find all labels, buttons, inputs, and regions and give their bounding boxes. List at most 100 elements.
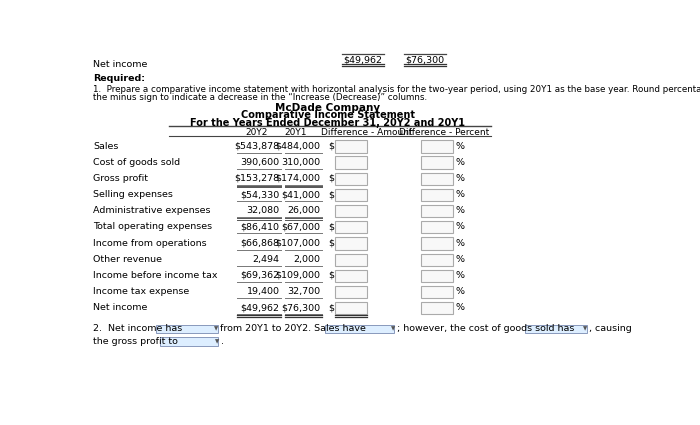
Text: Income before income tax: Income before income tax	[93, 271, 218, 280]
Text: Net income: Net income	[93, 60, 147, 69]
Text: Cost of goods sold: Cost of goods sold	[93, 158, 180, 167]
Text: Administrative expenses: Administrative expenses	[93, 206, 211, 215]
Text: $76,300: $76,300	[281, 303, 320, 312]
Text: $76,300: $76,300	[405, 56, 444, 65]
Bar	[335, 173, 368, 185]
Text: 32,080: 32,080	[246, 206, 280, 215]
Text: %: %	[456, 190, 465, 199]
Text: Comparative Income Statement: Comparative Income Statement	[241, 110, 414, 120]
Text: $484,000: $484,000	[275, 142, 320, 150]
Text: ▼: ▼	[214, 326, 218, 332]
Text: $: $	[328, 174, 335, 183]
Text: $41,000: $41,000	[281, 190, 320, 199]
Text: $54,330: $54,330	[241, 190, 280, 199]
Bar	[421, 156, 454, 169]
Text: %: %	[456, 142, 465, 150]
Text: the minus sign to indicate a decrease in the “Increase (Decrease)” columns.: the minus sign to indicate a decrease in…	[93, 94, 427, 102]
Text: ▼: ▼	[391, 326, 395, 332]
Text: Selling expenses: Selling expenses	[93, 190, 173, 199]
Text: %: %	[456, 255, 465, 264]
Bar	[421, 140, 454, 153]
Bar	[325, 325, 394, 333]
Bar	[335, 156, 368, 169]
Text: Income tax expense: Income tax expense	[93, 287, 189, 296]
Text: %: %	[456, 287, 465, 296]
Text: $: $	[328, 190, 335, 199]
Text: %: %	[456, 158, 465, 167]
Bar	[421, 286, 454, 298]
Text: %: %	[456, 222, 465, 232]
Bar	[335, 237, 368, 249]
Text: , causing: , causing	[589, 324, 631, 334]
Text: $49,962: $49,962	[343, 56, 382, 65]
Text: 26,000: 26,000	[287, 206, 320, 215]
Text: Net income: Net income	[93, 303, 147, 312]
Text: $107,000: $107,000	[275, 238, 320, 248]
Text: 2.  Net income has: 2. Net income has	[93, 324, 182, 334]
Text: %: %	[456, 206, 465, 215]
Text: $153,278: $153,278	[234, 174, 280, 183]
Text: 20Y1: 20Y1	[284, 128, 307, 137]
Bar	[421, 237, 454, 249]
Text: 19,400: 19,400	[246, 287, 280, 296]
Bar	[421, 189, 454, 201]
Text: %: %	[456, 238, 465, 248]
Text: $: $	[328, 303, 335, 312]
Text: 390,600: 390,600	[241, 158, 280, 167]
Text: %: %	[456, 303, 465, 312]
Text: $: $	[328, 271, 335, 280]
Text: from 20Y1 to 20Y2. Sales have: from 20Y1 to 20Y2. Sales have	[220, 324, 366, 334]
Text: $174,000: $174,000	[275, 174, 320, 183]
Text: .: .	[220, 337, 224, 346]
Text: $66,868: $66,868	[241, 238, 280, 248]
Bar	[335, 140, 368, 153]
Text: $: $	[328, 142, 335, 150]
Text: $: $	[328, 238, 335, 248]
Bar	[421, 302, 454, 314]
Text: 2,494: 2,494	[253, 255, 280, 264]
Text: Difference - Amount: Difference - Amount	[321, 128, 412, 137]
Text: %: %	[456, 271, 465, 280]
Text: Sales: Sales	[93, 142, 118, 150]
Text: $543,878: $543,878	[234, 142, 280, 150]
Text: the gross profit to: the gross profit to	[93, 337, 178, 346]
Text: $69,362: $69,362	[241, 271, 280, 280]
Text: 32,700: 32,700	[287, 287, 320, 296]
Text: $49,962: $49,962	[241, 303, 280, 312]
Text: Difference - Percent: Difference - Percent	[399, 128, 489, 137]
Text: Other revenue: Other revenue	[93, 255, 162, 264]
Bar	[335, 189, 368, 201]
Text: 1.  Prepare a comparative income statement with horizontal analysis for the two-: 1. Prepare a comparative income statemen…	[93, 85, 700, 94]
Text: For the Years Ended December 31, 20Y2 and 20Y1: For the Years Ended December 31, 20Y2 an…	[190, 118, 466, 128]
Text: 310,000: 310,000	[281, 158, 320, 167]
Bar	[421, 221, 454, 233]
Text: %: %	[456, 174, 465, 183]
Bar	[421, 253, 454, 266]
Bar	[335, 253, 368, 266]
Text: $86,410: $86,410	[241, 222, 280, 232]
Text: 20Y2: 20Y2	[245, 128, 267, 137]
Text: 2,000: 2,000	[293, 255, 320, 264]
Bar	[421, 270, 454, 282]
Text: $: $	[328, 222, 335, 232]
Text: Gross profit: Gross profit	[93, 174, 148, 183]
Bar	[335, 205, 368, 217]
Bar	[421, 205, 454, 217]
Text: $67,000: $67,000	[281, 222, 320, 232]
Bar	[421, 173, 454, 185]
Text: Income from operations: Income from operations	[93, 238, 206, 248]
Bar	[160, 337, 218, 346]
Bar	[335, 270, 368, 282]
Text: Total operating expenses: Total operating expenses	[93, 222, 212, 232]
Text: McDade Company: McDade Company	[275, 102, 380, 113]
Bar	[335, 286, 368, 298]
Text: $109,000: $109,000	[275, 271, 320, 280]
Bar	[155, 325, 218, 333]
Text: ▼: ▼	[582, 326, 587, 332]
Bar	[524, 325, 587, 333]
Bar	[335, 302, 368, 314]
Text: ▼: ▼	[215, 339, 219, 344]
Bar	[335, 221, 368, 233]
Text: ; however, the cost of goods sold has: ; however, the cost of goods sold has	[397, 324, 574, 334]
Text: Required:: Required:	[93, 74, 145, 83]
